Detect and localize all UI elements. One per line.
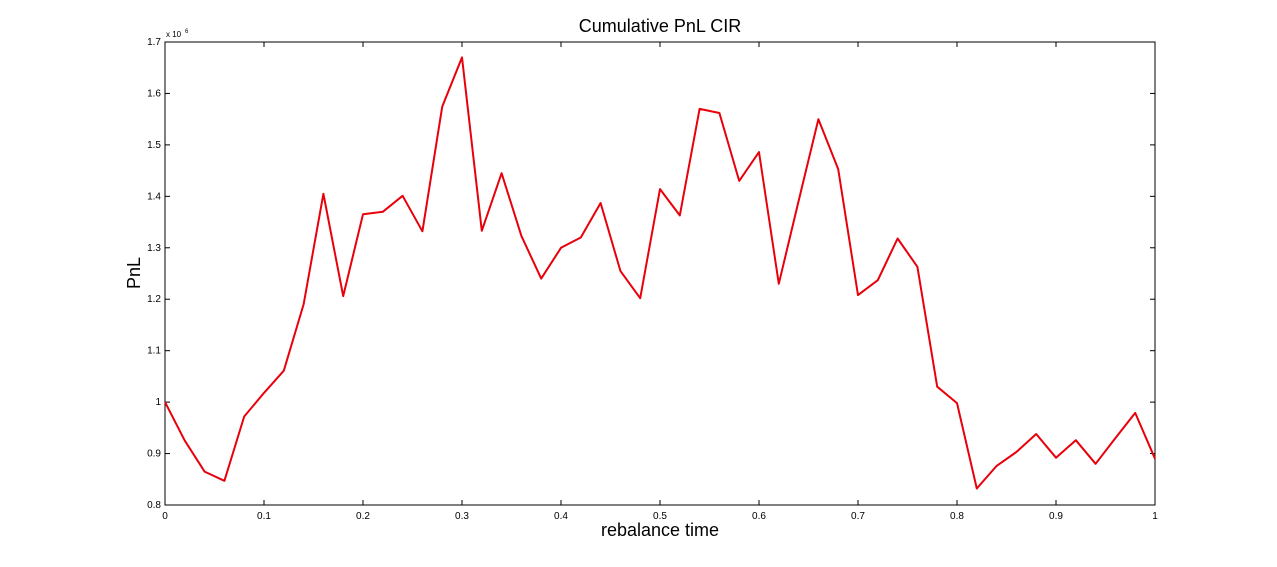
y-tick-label: 1.6: [147, 88, 161, 99]
y-multiplier-exponent: 6: [185, 29, 189, 35]
y-axis-title: PnL: [124, 257, 144, 289]
x-tick-label: 0.8: [950, 511, 964, 522]
x-tick-label: 0.6: [752, 511, 766, 522]
x-tick-label: 0.9: [1049, 511, 1063, 522]
x-axis-ticks: 0 0.1 0.2 0.3 0.4 0.5 0.6 0.7 0.8 0.9 1: [162, 42, 1158, 522]
y-tick-label: 0.9: [147, 449, 161, 460]
y-multiplier-label: x 10: [166, 30, 182, 39]
y-tick-label: 0.8: [147, 500, 161, 511]
chart-title: Cumulative PnL CIR: [579, 16, 741, 36]
plot-area: [164, 41, 1156, 506]
x-tick-label: 1: [1152, 511, 1158, 522]
x-tick-label: 0.3: [455, 511, 469, 522]
y-tick-label: 1.2: [147, 294, 161, 305]
series-line: [164, 56, 1156, 490]
y-axis-ticks: 0.8 0.9 1 1.1 1.2 1.3 1.4 1.5 1.6 1.7: [147, 37, 1155, 511]
x-tick-label: 0.1: [257, 511, 271, 522]
y-tick-label: 1.4: [147, 191, 161, 202]
y-tick-label: 1.5: [147, 140, 161, 151]
x-tick-label: 0.2: [356, 511, 370, 522]
y-tick-label: 1.3: [147, 243, 161, 254]
x-tick-label: 0: [162, 511, 168, 522]
x-axis-title: rebalance time: [601, 520, 719, 540]
y-tick-label: 1.7: [147, 37, 161, 48]
y-tick-label: 1: [155, 397, 161, 408]
x-tick-label: 0.5: [653, 511, 667, 522]
x-tick-label: 0.4: [554, 511, 568, 522]
y-tick-label: 1.1: [147, 346, 161, 357]
x-tick-label: 0.7: [851, 511, 865, 522]
